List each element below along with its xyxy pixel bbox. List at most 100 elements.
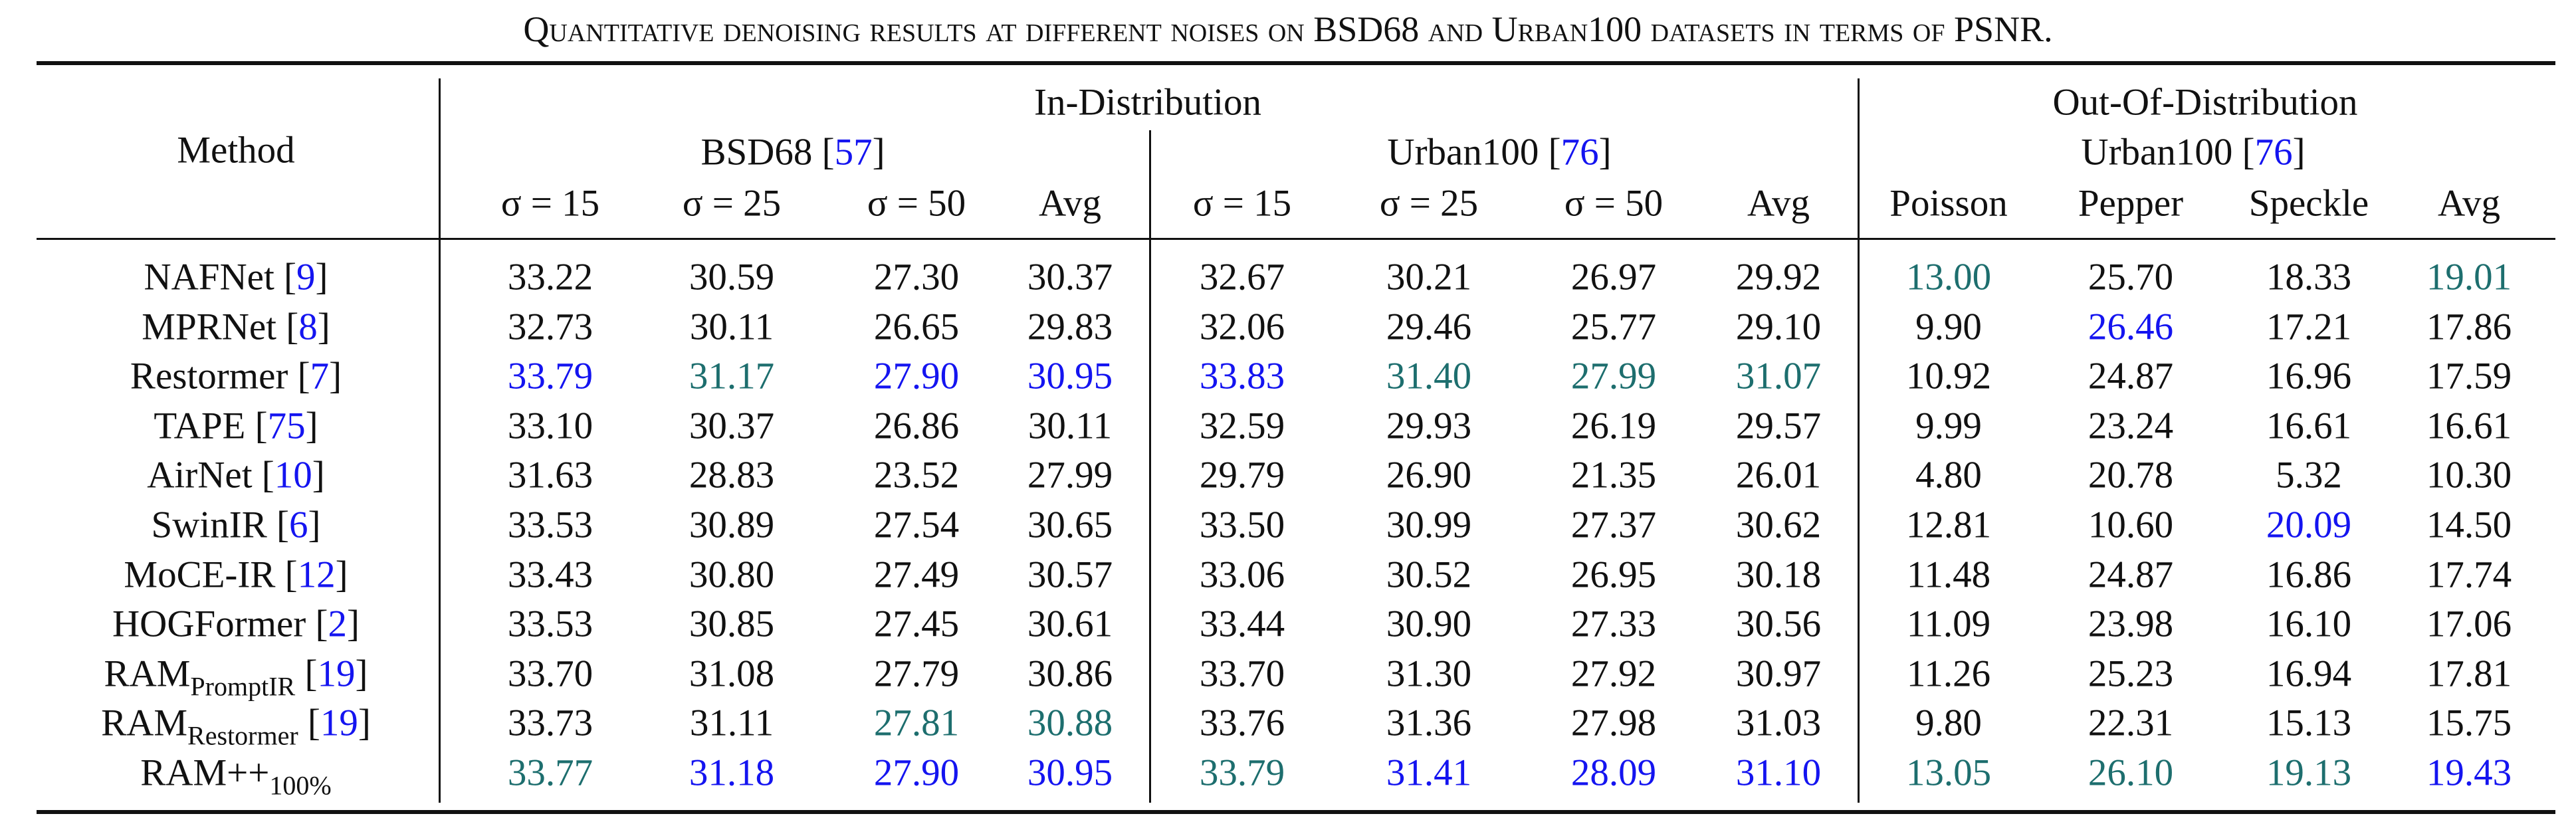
value: 33.22	[507, 256, 593, 298]
value: 25.23	[2088, 653, 2174, 695]
value: 16.86	[2266, 554, 2352, 596]
citation: 6	[276, 504, 320, 546]
value: 31.18	[689, 752, 775, 794]
value-cell: 17.74	[2426, 556, 2512, 593]
value-cell: 30.99	[1386, 506, 1471, 544]
citation: 8	[286, 306, 330, 348]
value: 23.52	[873, 454, 960, 496]
value-cell: 32.06	[1200, 308, 1285, 346]
citation: 7	[298, 356, 342, 397]
method-cell: TAPE 75	[154, 405, 318, 447]
value-cell: 15.13	[2266, 704, 2351, 742]
column-name: Avg	[2438, 182, 2500, 225]
value-cell: 24.87	[2088, 357, 2173, 395]
value-cell: 19.01	[2426, 258, 2512, 296]
value: 33.53	[507, 603, 593, 645]
column-header: σ = 15	[1193, 185, 1291, 223]
value: 13.05	[1905, 752, 1992, 794]
value-cell: 26.90	[1386, 457, 1471, 494]
value: 30.88	[1027, 702, 1113, 744]
method-name: TAPE	[154, 405, 246, 447]
value-cell: 17.06	[2426, 605, 2512, 643]
column-header: Avg	[1747, 185, 1810, 223]
method-cell: HOGFormer 2	[112, 603, 360, 645]
header-text: Method	[177, 129, 295, 171]
value-cell: 30.61	[1027, 605, 1113, 643]
value: 31.07	[1735, 355, 1822, 397]
value: 33.73	[507, 702, 593, 744]
value-cell: 5.32	[2276, 457, 2342, 494]
value: 5.32	[2276, 454, 2342, 496]
value-cell: 27.54	[874, 506, 959, 544]
method-name: MPRNet	[142, 306, 276, 348]
value: 29.92	[1735, 256, 1822, 298]
method-name: HOGFormer	[112, 603, 306, 645]
value: 26.01	[1735, 454, 1822, 496]
method-name: SwinIR	[151, 504, 267, 546]
method-subscript: PromptIR	[190, 671, 296, 702]
method-cell: MoCE-IR 12	[124, 554, 348, 595]
value-cell: 27.79	[874, 655, 959, 692]
value: 28.83	[689, 454, 775, 496]
value: 30.85	[689, 603, 775, 645]
value-cell: 28.09	[1571, 754, 1656, 792]
value: 33.43	[507, 554, 593, 596]
column-name: Pepper	[2078, 182, 2184, 225]
value-cell: 16.61	[2266, 407, 2351, 445]
value: 9.80	[1915, 702, 1982, 744]
value-cell: 29.46	[1386, 308, 1471, 346]
value-cell: 31.08	[689, 655, 774, 692]
value: 11.26	[1906, 653, 1991, 695]
column-name: Avg	[1039, 182, 1101, 225]
value: 11.48	[1906, 554, 1991, 596]
value-cell: 33.53	[508, 605, 593, 643]
value-cell: 31.41	[1386, 754, 1471, 792]
value: 16.94	[2266, 653, 2352, 695]
value-cell: 17.86	[2426, 308, 2512, 346]
value-cell: 24.87	[2088, 556, 2173, 593]
column-name: Speckle	[2248, 182, 2369, 225]
value-cell: 23.52	[874, 457, 959, 494]
value-cell: 30.85	[689, 605, 774, 643]
value-cell: 19.43	[2426, 754, 2512, 792]
value-cell: 32.73	[508, 308, 593, 346]
value: 27.99	[1027, 454, 1113, 496]
column-header: σ = 50	[1564, 185, 1663, 223]
method-name: RAM	[104, 653, 191, 695]
column-name: σ = 15	[1192, 182, 1292, 225]
value-cell: 29.10	[1736, 308, 1821, 346]
value: 16.96	[2266, 355, 2352, 397]
top-rule	[37, 61, 2555, 65]
method-cell: MPRNet 8	[142, 306, 330, 348]
value-cell: 12.81	[1906, 506, 1991, 544]
value: 15.13	[2266, 702, 2352, 744]
value-cell: 30.56	[1736, 605, 1821, 643]
value-cell: 14.50	[2426, 506, 2512, 544]
group-header: BSD68 57	[700, 132, 885, 173]
value-cell: 26.46	[2088, 308, 2173, 346]
method-cell: RAMPromptIR 19	[104, 653, 368, 700]
value-cell: 31.03	[1736, 704, 1821, 742]
value: 30.95	[1027, 355, 1113, 397]
value: 33.10	[507, 405, 593, 447]
value: 31.41	[1386, 752, 1472, 794]
value-cell: 16.10	[2266, 605, 2351, 643]
value: 30.95	[1027, 752, 1113, 794]
value: 30.59	[689, 256, 775, 298]
method-cell: AirNet 10	[147, 455, 325, 496]
value: 19.01	[2426, 256, 2512, 298]
value-cell: 19.13	[2266, 754, 2351, 792]
value: 15.75	[2426, 702, 2512, 744]
value: 10.30	[2426, 454, 2512, 496]
value-cell: 16.61	[2426, 407, 2512, 445]
value: 17.81	[2426, 653, 2512, 695]
value-cell: 29.83	[1027, 308, 1113, 346]
value: 18.33	[2266, 256, 2352, 298]
column-header: Speckle	[2249, 185, 2369, 223]
header-cell: Out-Of-Distribution	[2052, 84, 2357, 122]
value-cell: 13.05	[1906, 754, 1991, 792]
value-cell: 29.93	[1386, 407, 1471, 445]
value: 27.92	[1570, 653, 1657, 695]
column-header: σ = 50	[867, 185, 966, 223]
value-cell: 31.36	[1386, 704, 1471, 742]
